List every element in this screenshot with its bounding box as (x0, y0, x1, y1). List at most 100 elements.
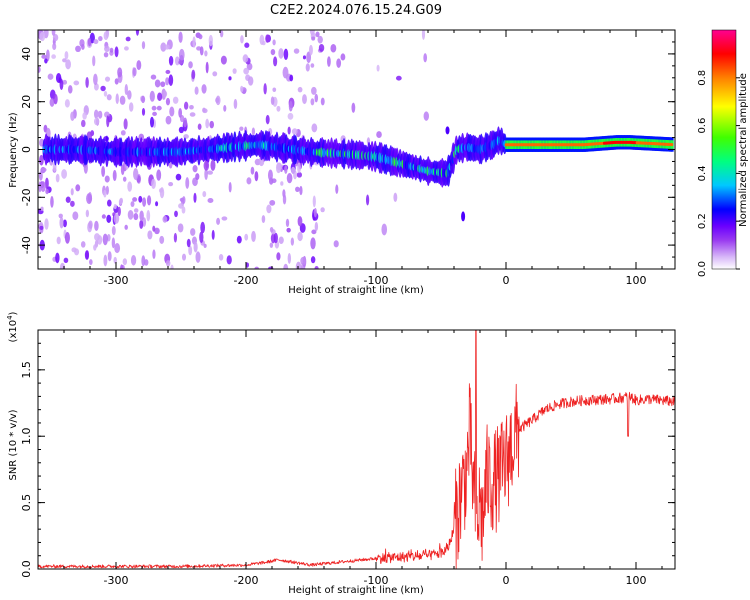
spectrogram-speckle (291, 238, 294, 246)
spectrogram-speckle (265, 34, 269, 42)
spectrogram-speckle (195, 173, 199, 180)
spectrogram-speckle (121, 130, 126, 135)
spectrogram-speckle (176, 174, 182, 181)
spectrogram-speckle (88, 220, 92, 228)
spectrogram-speckle (61, 169, 67, 179)
spectrogram-speckle (157, 92, 162, 100)
spectrogram-speckle (93, 244, 96, 250)
spectrogram-speckle (165, 70, 170, 74)
spectrogram-speckle (57, 237, 61, 245)
spectrogram-speckle (56, 174, 60, 183)
spectrogram-speckle (185, 177, 189, 189)
colorbar-tick-label: 0.2 (697, 213, 708, 229)
spectrogram-speckle (315, 266, 319, 271)
spectrogram-speckle (124, 225, 128, 230)
spectrogram-speckle (39, 226, 43, 230)
snr-y-axis-label: SNR (10 * v/v) (8, 409, 19, 480)
spectrogram-speckle (182, 196, 185, 204)
spectrogram-speckle (133, 213, 138, 220)
spectrogram-speckle (297, 162, 301, 173)
spectrogram-speckle (300, 257, 306, 265)
spectrogram-speckle (234, 99, 238, 109)
spectrogram-speckle (82, 112, 87, 119)
spectrogram-speckle (55, 253, 59, 264)
spectrogram-speckle (233, 68, 237, 74)
spectrogram-speckle (289, 101, 293, 112)
spectrogram-speckle (174, 211, 178, 217)
spectrogram-speckle (272, 88, 276, 92)
spectrogram-speckle (128, 210, 134, 220)
spectrogram-speckle (298, 216, 303, 226)
y-tick-label: 20 (20, 95, 33, 109)
spectrogram-speckle (64, 258, 69, 263)
spectrogram-speckle (142, 108, 145, 116)
spectrogram-speckle (200, 46, 204, 55)
spectrogram-speckle (207, 198, 213, 203)
spectrogram-speckle (381, 224, 387, 236)
spectrogram-speckle (94, 118, 99, 126)
spectrogram-speckle (198, 34, 202, 39)
spectrogram-speckle (70, 111, 74, 121)
spectrogram-speckle (311, 256, 316, 263)
spectrogram-speckle (73, 80, 79, 85)
spectrogram-speckle (169, 56, 173, 66)
spectrogram-speckle (132, 197, 137, 202)
spectrogram-speckle (276, 252, 280, 260)
spectrogram-speckle (210, 160, 215, 171)
spectrogram-speckle (93, 39, 98, 44)
spectrogram-speckle (266, 205, 271, 214)
spectrogram-speckle (228, 76, 231, 80)
y-tick-label: 1.5 (20, 361, 33, 379)
spectrogram-speckle (166, 260, 171, 266)
spectrogram-speckle (396, 76, 402, 81)
spectrogram-speckle (127, 181, 132, 191)
colorbar-tick-label: 0.0 (697, 261, 708, 277)
spectrogram-speckle (182, 206, 186, 213)
spectrogram-speckle (86, 210, 89, 218)
spectrogram-speckle (107, 200, 112, 207)
spectrogram-speckle (123, 258, 127, 265)
spectrogram-speckle (65, 51, 69, 59)
spectrogram-speckle (252, 128, 255, 136)
spectrogram-speckle (314, 208, 317, 218)
spectrogram-speckle (311, 63, 315, 68)
spectrogram-speckle (65, 99, 70, 107)
spectrogram-speckle (287, 173, 293, 183)
spectrogram-image (36, 25, 673, 274)
spectrogram-speckle (278, 48, 283, 59)
spectrogram-speckle (127, 90, 132, 99)
spectrogram-speckle (311, 98, 315, 105)
spectrogram-speckle (66, 197, 71, 203)
spectrogram-speckle (223, 105, 226, 112)
spectrogram-speckle (152, 112, 157, 116)
spectrogram-speckle (341, 53, 346, 60)
spectrogram-speckle (41, 55, 46, 59)
spectrogram-speckle (202, 108, 207, 113)
spectrogram-speckle (150, 91, 155, 102)
spectrogram-speckle (289, 75, 293, 82)
spectrogram-speckle (81, 44, 85, 50)
snr-x-axis-label: Height of straight line (km) (288, 585, 424, 596)
spectrogram-speckle (59, 214, 63, 219)
spectrogram-feature (446, 126, 450, 134)
y-tick-label: -20 (20, 188, 33, 206)
spectrogram-speckle (106, 115, 109, 127)
spectrogram-speckle (327, 56, 331, 67)
spectrogram-speckle (50, 196, 54, 208)
x-tick-label: 0 (503, 574, 510, 587)
spectrogram-speckle (173, 97, 179, 104)
spectrogram-speckle (286, 228, 290, 233)
spectrogram-speckle (319, 44, 324, 52)
spectrogram-speckle (283, 194, 286, 204)
spectrogram-speckle (251, 231, 256, 242)
spectrogram-speckle (204, 244, 207, 248)
spectrogram-speckle (297, 232, 302, 241)
spectrogram-speckle (129, 102, 133, 111)
spectrogram-speckle (124, 118, 128, 129)
spectrogram-speckle (292, 128, 298, 134)
spectrogram-speckle (71, 188, 74, 195)
x-tick-label: -200 (234, 274, 259, 287)
spectrogram-speckle (198, 124, 202, 130)
spectrogram-speckle (81, 241, 86, 248)
spectrogram-speckle (112, 226, 116, 235)
